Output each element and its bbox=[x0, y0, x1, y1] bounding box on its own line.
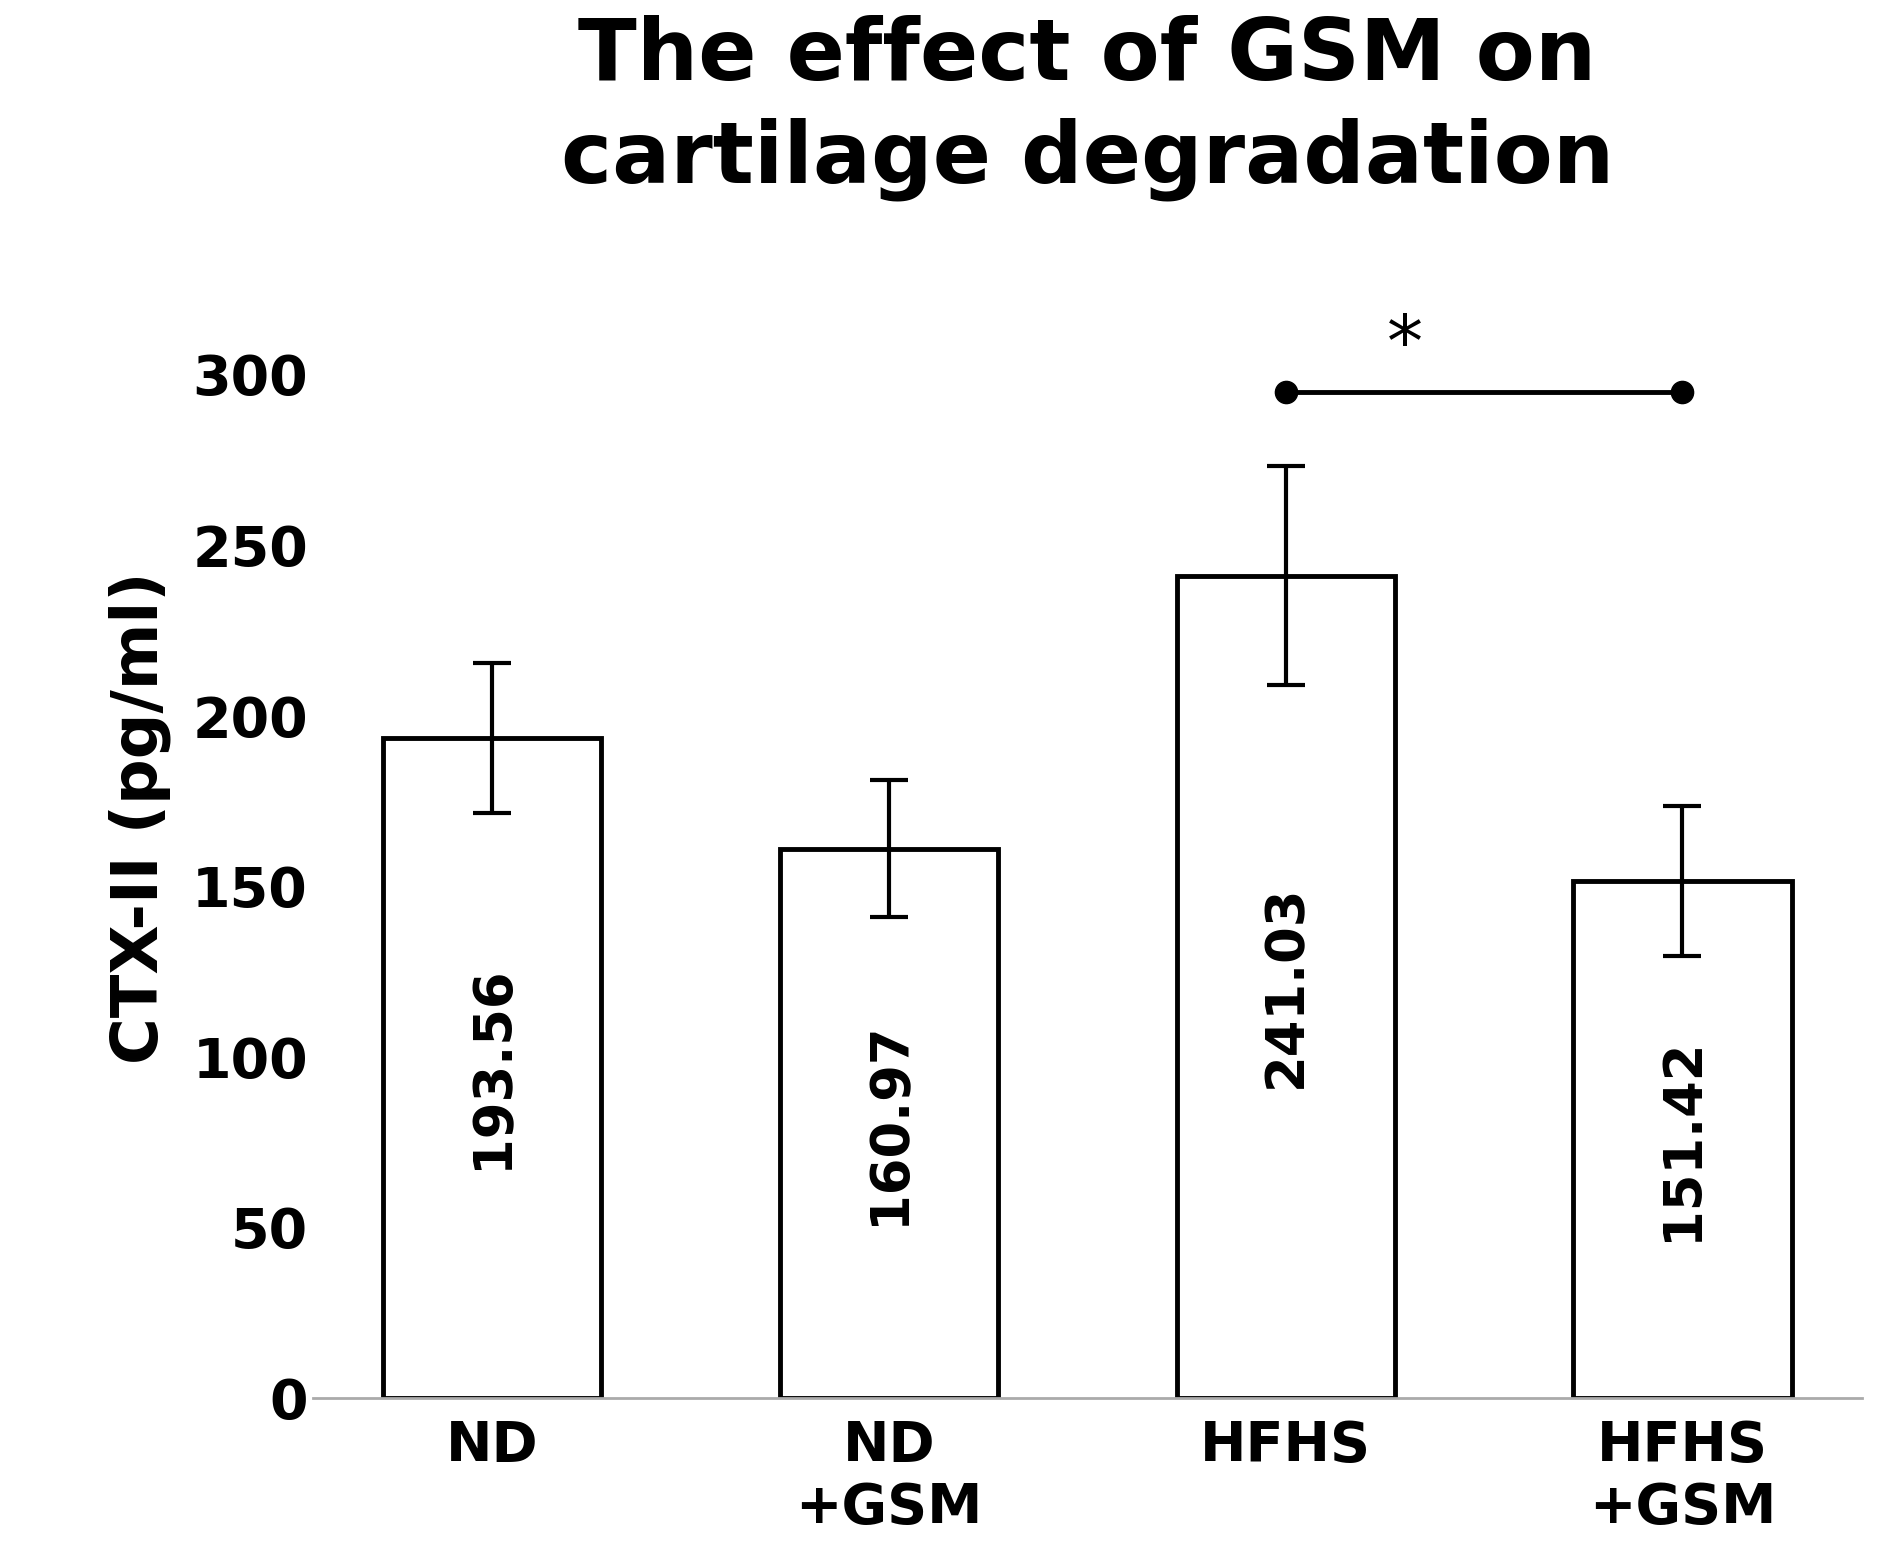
Y-axis label: CTX-II (pg/ml): CTX-II (pg/ml) bbox=[109, 572, 171, 1065]
Text: *: * bbox=[1387, 312, 1423, 381]
Bar bbox=[1177, 575, 1395, 1398]
Text: 193.56: 193.56 bbox=[465, 966, 518, 1169]
Text: 160.97: 160.97 bbox=[863, 1021, 914, 1224]
Text: 241.03: 241.03 bbox=[1259, 885, 1312, 1088]
Bar bbox=[383, 738, 601, 1398]
Text: 151.42: 151.42 bbox=[1657, 1038, 1708, 1242]
Title: The effect of GSM on
cartilage degradation: The effect of GSM on cartilage degradati… bbox=[561, 16, 1614, 202]
Bar bbox=[781, 849, 999, 1398]
Bar bbox=[1573, 882, 1791, 1398]
